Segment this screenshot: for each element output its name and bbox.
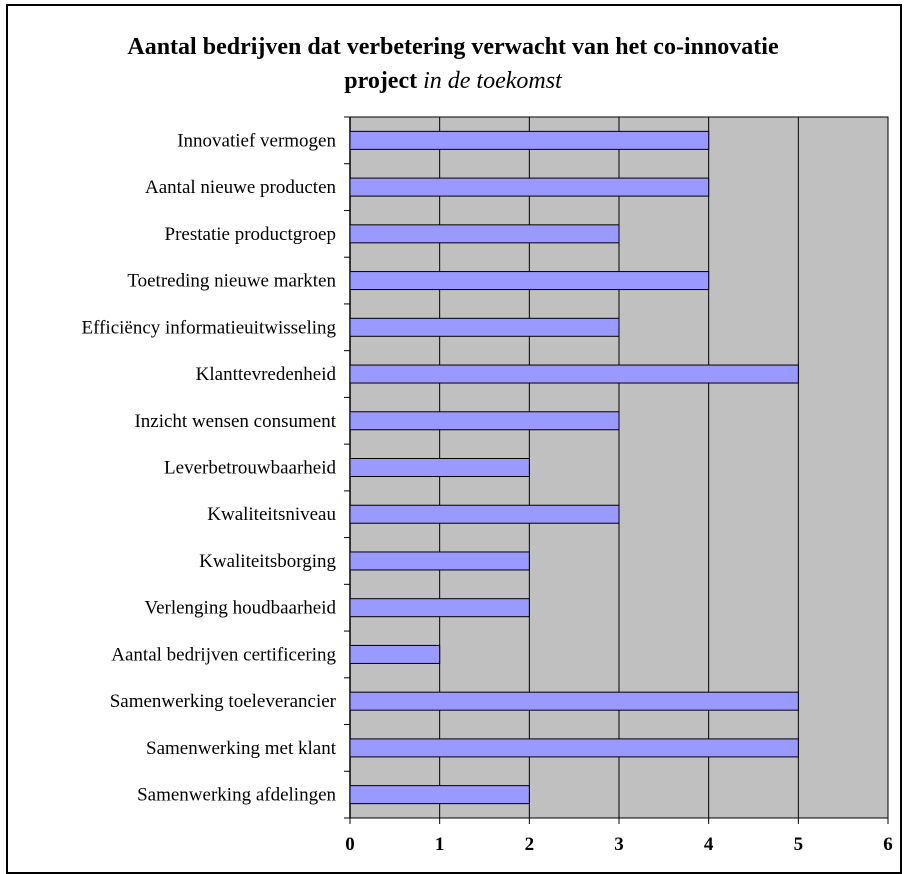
category-label: Innovatief vermogen (177, 130, 336, 151)
category-label: Samenwerking afdelingen (137, 785, 336, 806)
bar (349, 785, 530, 805)
category-label: Aantal bedrijven certificering (111, 644, 336, 665)
bar (349, 504, 620, 524)
x-tick-label: 2 (525, 834, 535, 855)
bar (349, 224, 620, 244)
bar (349, 551, 530, 571)
bar (349, 177, 710, 197)
x-tick-label: 3 (614, 834, 624, 855)
bar (349, 364, 799, 384)
category-label: Aantal nieuwe producten (145, 177, 336, 198)
x-tick-label: 6 (883, 834, 893, 855)
chart-title-bold-part: project (344, 68, 418, 94)
bar (349, 644, 441, 664)
category-label: Samenwerking met klant (146, 738, 337, 759)
category-label: Verlenging houdbaarheid (144, 598, 336, 619)
chart-title-italic-part: in de toekomst (423, 68, 562, 94)
x-tick-label: 4 (704, 834, 714, 855)
category-label: Samenwerking toeleverancier (110, 691, 337, 712)
bar (349, 411, 620, 431)
category-label: Toetreding nieuwe markten (127, 271, 336, 292)
bar (349, 458, 530, 477)
x-tick-label: 1 (435, 834, 445, 855)
chart-title-line2: project in de toekomst (0, 64, 906, 98)
x-tick-label: 5 (794, 834, 804, 855)
category-label: Leverbetrouwbaarheid (164, 458, 336, 479)
x-tick-label: 0 (345, 834, 355, 855)
category-label: Inzicht wensen consument (134, 411, 336, 432)
bar (349, 317, 620, 337)
bar (349, 738, 799, 758)
category-label: Efficiëncy informatieuitwisseling (82, 317, 337, 338)
category-label: Prestatie productgroep (165, 224, 336, 245)
bar (349, 130, 710, 150)
category-label: Kwaliteitsniveau (207, 504, 336, 525)
bar (349, 598, 530, 618)
chart-title: Aantal bedrijven dat verbetering verwach… (0, 30, 906, 98)
bar (349, 691, 799, 711)
category-label: Kwaliteitsborging (199, 551, 336, 572)
chart-title-line1: Aantal bedrijven dat verbetering verwach… (127, 34, 779, 60)
bar (349, 271, 710, 291)
category-label: Klanttevredenheid (196, 364, 337, 385)
